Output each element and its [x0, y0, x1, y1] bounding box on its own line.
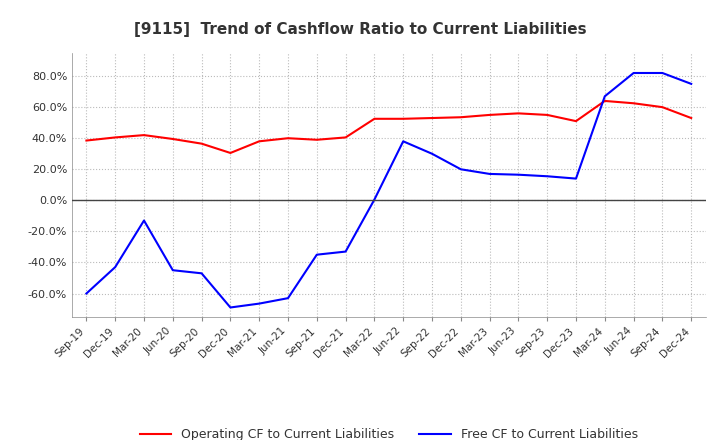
Free CF to Current Liabilities [197, 271, 206, 276]
Free CF to Current Liabilities [341, 249, 350, 254]
Operating CF to Current Liabilities [687, 115, 696, 121]
Free CF to Current Liabilities [658, 70, 667, 76]
Free CF to Current Liabilities [485, 171, 494, 176]
Free CF to Current Liabilities [572, 176, 580, 181]
Free CF to Current Liabilities [514, 172, 523, 177]
Operating CF to Current Liabilities [572, 118, 580, 124]
Free CF to Current Liabilities [687, 81, 696, 87]
Operating CF to Current Liabilities [428, 115, 436, 121]
Free CF to Current Liabilities [370, 197, 379, 202]
Operating CF to Current Liabilities [82, 138, 91, 143]
Operating CF to Current Liabilities [543, 112, 552, 117]
Free CF to Current Liabilities [111, 264, 120, 270]
Operating CF to Current Liabilities [399, 116, 408, 121]
Operating CF to Current Liabilities [600, 98, 609, 103]
Operating CF to Current Liabilities [197, 141, 206, 146]
Operating CF to Current Liabilities [284, 136, 292, 141]
Free CF to Current Liabilities [543, 174, 552, 179]
Operating CF to Current Liabilities [226, 150, 235, 156]
Free CF to Current Liabilities [399, 139, 408, 144]
Operating CF to Current Liabilities [341, 135, 350, 140]
Operating CF to Current Liabilities [111, 135, 120, 140]
Free CF to Current Liabilities [82, 291, 91, 296]
Operating CF to Current Liabilities [255, 139, 264, 144]
Free CF to Current Liabilities [140, 218, 148, 223]
Legend: Operating CF to Current Liabilities, Free CF to Current Liabilities: Operating CF to Current Liabilities, Fre… [135, 423, 643, 440]
Free CF to Current Liabilities [456, 167, 465, 172]
Free CF to Current Liabilities [600, 94, 609, 99]
Free CF to Current Liabilities [629, 70, 638, 76]
Free CF to Current Liabilities [312, 252, 321, 257]
Operating CF to Current Liabilities [658, 105, 667, 110]
Operating CF to Current Liabilities [140, 132, 148, 138]
Operating CF to Current Liabilities [312, 137, 321, 143]
Free CF to Current Liabilities [284, 296, 292, 301]
Line: Operating CF to Current Liabilities: Operating CF to Current Liabilities [86, 101, 691, 153]
Operating CF to Current Liabilities [370, 116, 379, 121]
Free CF to Current Liabilities [226, 305, 235, 310]
Free CF to Current Liabilities [255, 301, 264, 306]
Free CF to Current Liabilities [428, 151, 436, 156]
Free CF to Current Liabilities [168, 268, 177, 273]
Operating CF to Current Liabilities [629, 101, 638, 106]
Text: [9115]  Trend of Cashflow Ratio to Current Liabilities: [9115] Trend of Cashflow Ratio to Curren… [134, 22, 586, 37]
Line: Free CF to Current Liabilities: Free CF to Current Liabilities [86, 73, 691, 308]
Operating CF to Current Liabilities [514, 111, 523, 116]
Operating CF to Current Liabilities [485, 112, 494, 117]
Operating CF to Current Liabilities [168, 136, 177, 142]
Operating CF to Current Liabilities [456, 114, 465, 120]
